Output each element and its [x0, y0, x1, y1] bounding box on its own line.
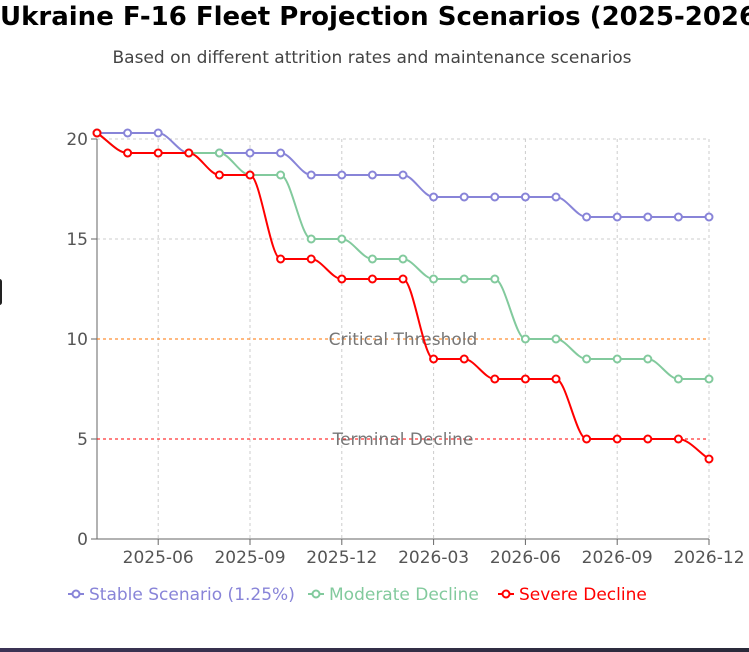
data-point: [551, 192, 561, 202]
legend-dot-icon: [501, 589, 511, 599]
legend-label: Stable Scenario (1.25%): [89, 585, 295, 605]
data-point: [673, 434, 683, 444]
x-tick-label: 2026-09: [582, 548, 653, 568]
data-point: [123, 148, 133, 158]
x-tick-label: 2025-06: [123, 548, 194, 568]
legend-label: Severe Decline: [519, 585, 647, 605]
data-point: [582, 212, 592, 222]
data-point: [123, 128, 133, 138]
data-point: [367, 254, 377, 264]
data-point: [306, 170, 316, 180]
reference-lines: Critical Threshold Terminal Decline: [97, 330, 709, 450]
data-point: [490, 374, 500, 384]
data-point: [582, 434, 592, 444]
series-2: [92, 128, 714, 464]
taskbar-strip: [0, 648, 749, 652]
window-edge-handle: [0, 279, 2, 305]
data-point: [520, 192, 530, 202]
y-tick-label: 10: [66, 330, 88, 350]
data-point: [459, 274, 469, 284]
data-point: [429, 274, 439, 284]
legend: Stable Scenario (1.25%) Moderate Decline S…: [68, 585, 647, 605]
data-point: [367, 274, 377, 284]
data-point: [643, 434, 653, 444]
data-point: [153, 128, 163, 138]
y-tick-label: 15: [66, 230, 88, 250]
data-point: [214, 170, 224, 180]
data-point: [643, 212, 653, 222]
data-point: [429, 192, 439, 202]
data-point: [398, 254, 408, 264]
data-point: [429, 354, 439, 364]
y-tick-label: 0: [77, 530, 88, 550]
data-point: [704, 212, 714, 222]
data-point: [520, 374, 530, 384]
data-point: [551, 334, 561, 344]
data-point: [643, 354, 653, 364]
reference-label: Terminal Decline: [332, 430, 474, 450]
data-point: [551, 374, 561, 384]
data-point: [490, 192, 500, 202]
data-point: [337, 170, 347, 180]
legend-item[interactable]: Severe Decline: [498, 585, 647, 605]
data-point: [92, 128, 102, 138]
y-tick-label: 5: [77, 430, 88, 450]
x-tick-label: 2025-09: [214, 548, 285, 568]
axes: 0 5 10 15 20 2025-06 2025-09 2025-12 2026-03 2026…: [66, 130, 744, 568]
data-point: [490, 274, 500, 284]
data-point: [398, 170, 408, 180]
data-point: [612, 434, 622, 444]
data-point: [459, 192, 469, 202]
y-tick-label: 20: [66, 130, 88, 150]
data-point: [673, 374, 683, 384]
x-tick-label: 2026-03: [398, 548, 469, 568]
data-point: [153, 148, 163, 158]
data-point: [306, 234, 316, 244]
data-point: [306, 254, 316, 264]
data-point: [337, 234, 347, 244]
x-tick-label: 2025-12: [306, 548, 377, 568]
x-tick-label: 2026-06: [490, 548, 561, 568]
data-point: [704, 374, 714, 384]
data-point: [673, 212, 683, 222]
data-point: [582, 354, 592, 364]
data-point: [612, 212, 622, 222]
legend-dot-icon: [311, 589, 321, 599]
data-point: [612, 354, 622, 364]
reference-label: Critical Threshold: [329, 330, 478, 350]
data-point: [704, 454, 714, 464]
data-point: [276, 148, 286, 158]
series-0: [92, 128, 714, 222]
series-lines: [92, 128, 714, 464]
data-point: [520, 334, 530, 344]
data-point: [245, 148, 255, 158]
data-point: [245, 170, 255, 180]
data-point: [398, 274, 408, 284]
data-point: [214, 148, 224, 158]
data-point: [337, 274, 347, 284]
data-point: [276, 170, 286, 180]
data-point: [276, 254, 286, 264]
legend-item[interactable]: Stable Scenario (1.25%): [68, 585, 295, 605]
chart-subtitle: Based on different attrition rates and m…: [112, 48, 632, 68]
legend-dot-icon: [71, 589, 81, 599]
data-point: [367, 170, 377, 180]
data-point: [184, 148, 194, 158]
legend-label: Moderate Decline: [329, 585, 479, 605]
x-tick-label: 2026-12: [673, 548, 744, 568]
data-point: [459, 354, 469, 364]
chart-title: Ukraine F-16 Fleet Projection Scenarios …: [0, 2, 749, 32]
legend-item[interactable]: Moderate Decline: [308, 585, 479, 605]
